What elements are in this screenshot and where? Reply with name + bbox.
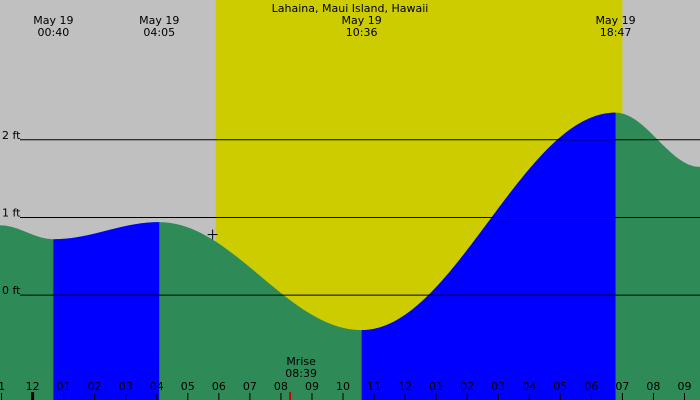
extreme-time-label: 10:36 (346, 26, 378, 39)
moonrise-time: 08:39 (285, 367, 317, 380)
rising-tide-area (53, 222, 160, 400)
y-tick-label: 2 ft (2, 129, 21, 142)
x-tick-label: 05 (181, 380, 195, 393)
x-tick-label: 07 (615, 380, 629, 393)
chart-title: Lahaina, Maui Island, Hawaii (272, 2, 429, 15)
x-tick-label: 01 (429, 380, 443, 393)
x-tick-label: 01 (57, 380, 71, 393)
x-tick-label: 07 (243, 380, 257, 393)
x-tick-label: 11 (367, 380, 381, 393)
rising-tide-area (361, 112, 616, 400)
x-tick-label: 12 (26, 380, 40, 393)
current-tide-marker (207, 229, 218, 240)
y-tick-label: 0 ft (2, 284, 21, 297)
x-tick-label: 1 (0, 380, 5, 393)
extreme-date-label: May 19 (139, 14, 179, 27)
x-tick-label: 03 (119, 380, 133, 393)
x-tick-label: 02 (88, 380, 102, 393)
x-tick-label: 03 (491, 380, 505, 393)
y-tick-label: 1 ft (2, 206, 21, 219)
x-tick-label: 06 (212, 380, 226, 393)
extreme-date-label: May 19 (595, 14, 635, 27)
moonrise-label: Mrise (286, 355, 316, 368)
extreme-date-label: May 19 (342, 14, 382, 27)
x-tick-label: 02 (460, 380, 474, 393)
extreme-time-label: 18:47 (600, 26, 632, 39)
extreme-time-label: 04:05 (143, 26, 175, 39)
extreme-time-label: 00:40 (38, 26, 70, 39)
x-tick-label: 04 (522, 380, 536, 393)
x-tick-label: 05 (553, 380, 567, 393)
x-tick-label: 12 (398, 380, 412, 393)
x-tick-label: 04 (150, 380, 164, 393)
x-tick-label: 06 (584, 380, 598, 393)
x-tick-label: 08 (646, 380, 660, 393)
x-tick-label: 09 (677, 380, 691, 393)
x-tick-label: 09 (305, 380, 319, 393)
extreme-date-label: May 19 (33, 14, 73, 27)
x-tick-label: 08 (274, 380, 288, 393)
x-tick-label: 10 (336, 380, 350, 393)
